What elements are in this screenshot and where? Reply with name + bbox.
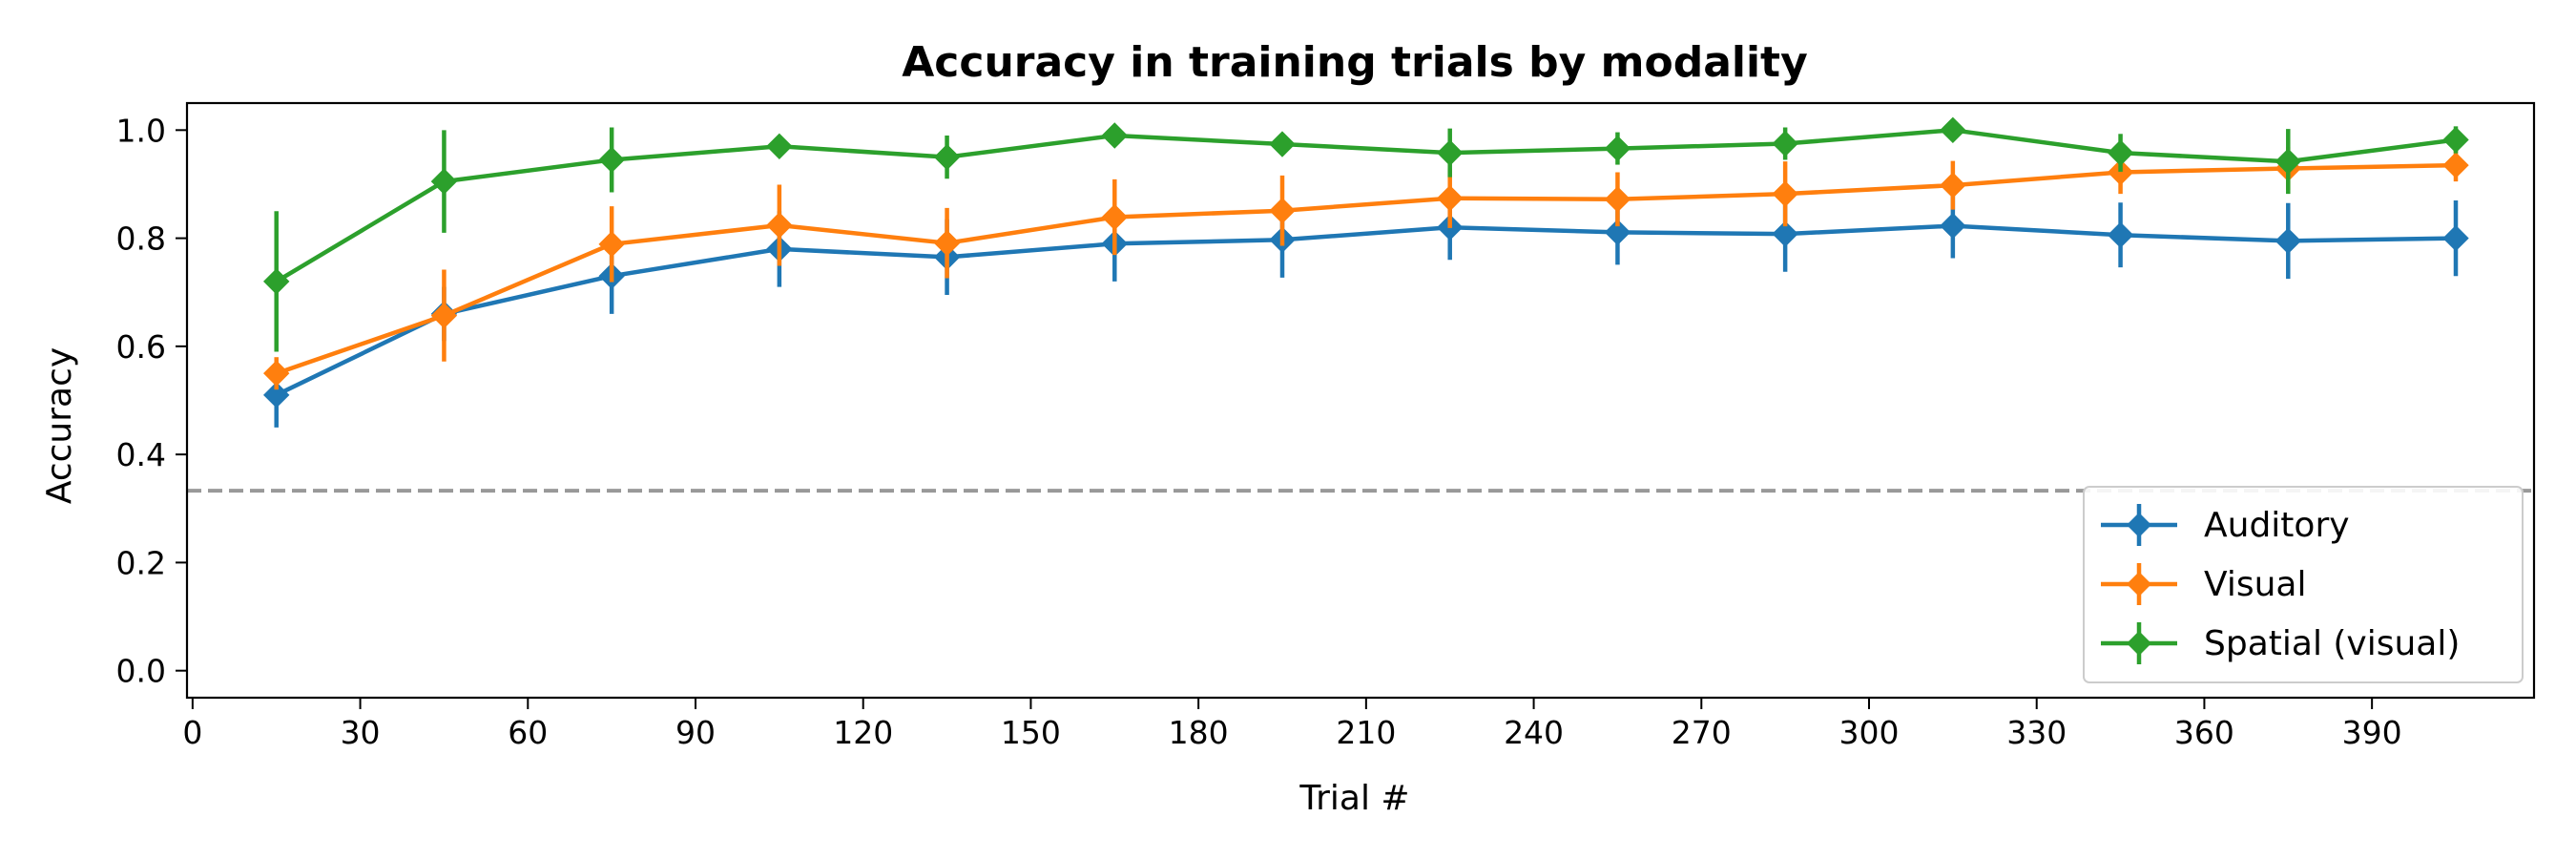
data-point (2107, 139, 2134, 166)
data-point (1101, 203, 1128, 231)
y-tick-label: 0.6 (116, 328, 166, 366)
x-tick-label: 150 (1001, 714, 1061, 751)
x-tick-label: 240 (1504, 714, 1564, 751)
y-tick-label: 0.0 (116, 653, 166, 690)
x-tick-label: 300 (1839, 714, 1900, 751)
data-point (2442, 126, 2469, 154)
series-line (275, 162, 2457, 376)
data-point (1437, 184, 1464, 212)
x-tick-label: 360 (2174, 714, 2234, 751)
data-point (1772, 220, 1798, 247)
axes-frame (185, 101, 2536, 700)
y-tick-label: 0.2 (116, 544, 166, 581)
data-point (766, 133, 793, 160)
legend-marker (2127, 513, 2151, 537)
data-point (263, 360, 290, 387)
data-point (598, 231, 625, 258)
data-point (1940, 212, 1966, 240)
data-point (766, 212, 793, 239)
data-point (1101, 122, 1128, 149)
data-point (263, 268, 290, 295)
y-tick-label: 0.4 (116, 436, 166, 473)
data-point (263, 382, 290, 409)
data-point (1604, 135, 1631, 162)
x-tick-label: 90 (675, 714, 716, 751)
data-point (2275, 227, 2301, 255)
x-tick-label: 60 (508, 714, 548, 751)
data-point (430, 168, 458, 195)
x-tick-label: 180 (1169, 714, 1229, 751)
data-point (1940, 172, 1966, 199)
legend-label: Auditory (2204, 506, 2350, 545)
x-tick-label: 0 (182, 714, 202, 751)
data-point (2442, 152, 2469, 178)
chart-title: Accuracy in training trials by modality (902, 38, 1808, 87)
data-point (2275, 148, 2301, 175)
data-point (1772, 180, 1798, 207)
legend-label: Visual (2204, 565, 2306, 604)
x-tick-label: 330 (2006, 714, 2067, 751)
data-point (2107, 221, 2134, 248)
y-tick-label: 1.0 (116, 112, 166, 149)
series-line (275, 223, 2457, 397)
plot-area: 0 30 60 90 120 150 180 210 240 270 300 330 360 390 0.0… (116, 101, 2536, 751)
legend-marker (2127, 572, 2151, 597)
data-point (1604, 186, 1631, 213)
data-point (1437, 139, 1464, 166)
y-axis-label: Accuracy (40, 347, 79, 504)
legend: Auditory Visual Spatial (visual) (2083, 486, 2524, 683)
data-point (2442, 224, 2469, 252)
x-tick-label: 120 (833, 714, 893, 751)
x-tick-label: 390 (2342, 714, 2402, 751)
data-point (1772, 130, 1798, 157)
x-tick-label: 210 (1336, 714, 1396, 751)
data-point (1269, 197, 1296, 224)
data-point (1604, 219, 1631, 246)
data-point (1269, 131, 1296, 157)
y-tick-label: 0.8 (116, 220, 166, 258)
data-point (430, 302, 458, 329)
legend-marker (2127, 631, 2151, 656)
data-point (933, 143, 961, 171)
legend-box (2083, 486, 2524, 683)
data-point (1940, 116, 1966, 144)
x-tick-label: 30 (341, 714, 381, 751)
data-point (2107, 158, 2134, 186)
legend-label: Spatial (visual) (2204, 624, 2460, 663)
series-line (275, 128, 2457, 283)
x-axis-label: Trial # (1298, 779, 1409, 818)
x-tick-label: 270 (1672, 714, 1732, 751)
data-point (598, 146, 625, 174)
data-point (933, 229, 961, 257)
